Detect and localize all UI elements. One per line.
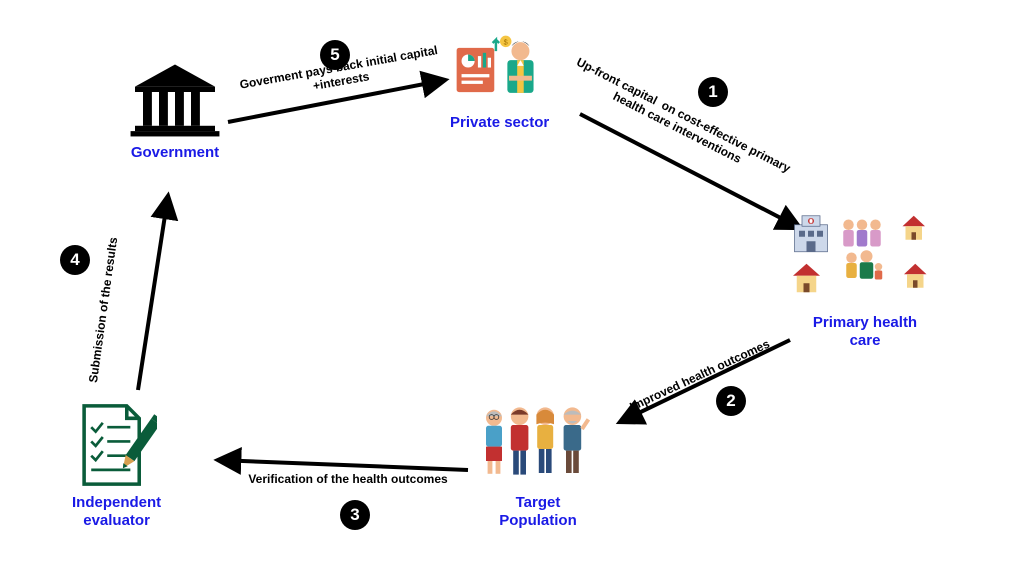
edge-label-2: Improved health outcomes xyxy=(628,337,772,414)
primary-health-care-label: Primary health care xyxy=(813,314,917,350)
edge-label-4: Submission of the results xyxy=(87,236,121,383)
edge-label-1: Up-front capital on cost-effective prima… xyxy=(568,56,793,189)
government-icon xyxy=(130,60,220,140)
target-population-icon xyxy=(478,400,598,490)
private-sector-icon: $ xyxy=(455,30,545,110)
target-population-label: Target Population xyxy=(499,494,577,530)
edge-label-3: Verification of the health outcomes xyxy=(248,473,447,487)
private-sector-label: Private sector xyxy=(450,114,549,132)
step-badge-1: 1 xyxy=(698,77,728,107)
node-private-sector: $ Private sector xyxy=(450,30,549,132)
arrow-4 xyxy=(138,196,168,390)
svg-text:$: $ xyxy=(503,38,507,47)
step-badge-3: 3 xyxy=(340,500,370,530)
arrow-3 xyxy=(218,460,468,470)
step-badge-4: 4 xyxy=(60,245,90,275)
node-government: Government xyxy=(130,60,220,162)
independent-evaluator-label: Independent evaluator xyxy=(72,494,161,530)
node-independent-evaluator: Independent evaluator xyxy=(72,400,161,530)
node-target-population: Target Population xyxy=(478,400,598,530)
step-badge-2: 2 xyxy=(716,386,746,416)
primary-health-care-icon xyxy=(790,210,940,310)
independent-evaluator-icon xyxy=(77,400,157,490)
node-primary-health-care: Primary health care xyxy=(790,210,940,350)
government-label: Government xyxy=(131,144,219,162)
